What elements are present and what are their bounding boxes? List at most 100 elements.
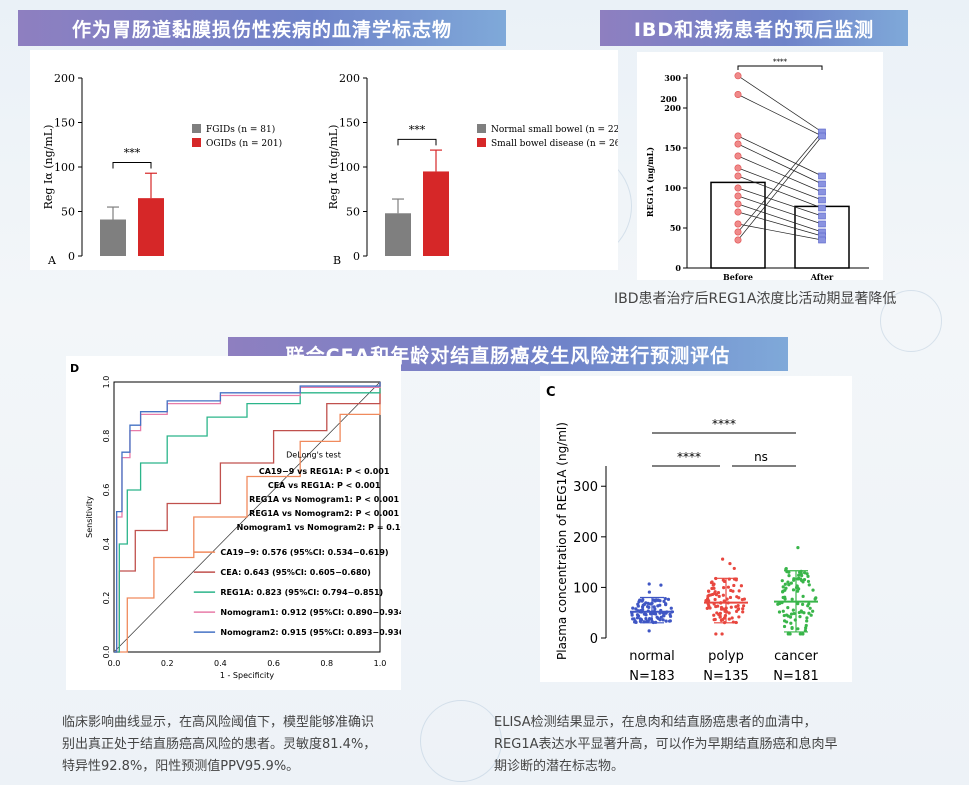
- caption-ibd: IBD患者治疗后REG1A浓度比活动期显著降低: [614, 291, 897, 307]
- before-point: [734, 164, 742, 172]
- y-tick-label: 50: [61, 206, 75, 219]
- x-tick-label: 0.6: [267, 659, 280, 668]
- paired-line: [737, 175, 823, 209]
- delong-title: DeLong's test: [286, 451, 341, 460]
- y-tick-label: 0: [68, 250, 75, 263]
- x-tick-label: Before: [723, 272, 753, 280]
- data-point: [782, 613, 786, 618]
- count-label: N=181: [773, 669, 818, 682]
- panel-bar-charts-ab: 0 50 100 150 200 Reg Iα (ng/mL) A *** FGIDs (n =…: [30, 50, 624, 270]
- data-point: [636, 602, 640, 606]
- paired-line: [737, 167, 823, 201]
- data-point: [736, 603, 740, 608]
- y-tick-label: 100: [573, 581, 598, 596]
- caption-roc: 临床影响曲线显示，在高风险阈值下，模型能够准确识 别出真正处于结直肠癌高风险的患…: [62, 712, 462, 778]
- data-point: [785, 620, 789, 624]
- bar: [138, 198, 164, 256]
- data-point: [732, 566, 736, 571]
- data-point: [791, 608, 795, 612]
- before-point: [734, 152, 742, 160]
- legend-label: CA19−9: 0.576 (95%CI: 0.534−0.619): [220, 548, 388, 557]
- data-point: [662, 599, 666, 603]
- data-point: [647, 582, 651, 586]
- caption-elisa: ELISA检测结果显示，在息肉和结直肠癌患者的血清中， REG1A表达水平显著升…: [494, 712, 924, 778]
- x-tick-label: 0.0: [108, 659, 121, 668]
- data-point: [801, 632, 805, 636]
- y-tick-label: 150: [339, 117, 360, 130]
- data-point: [644, 616, 648, 621]
- bar: [100, 219, 126, 256]
- legend-label: Nomogram2: 0.915 (95%CI: 0.893−0.936): [220, 628, 401, 637]
- data-point: [717, 594, 721, 598]
- data-point: [804, 626, 808, 630]
- paired-line: [737, 135, 823, 241]
- data-point: [741, 610, 745, 614]
- data-point: [707, 599, 711, 603]
- legend-swatch: [192, 124, 201, 133]
- data-point: [712, 591, 717, 596]
- banner-top-left: 作为胃肠道黏膜损伤性疾病的血清学标志物: [18, 10, 506, 46]
- y-tick-label: 200: [664, 103, 681, 113]
- data-point: [784, 586, 788, 590]
- significance-label: ns: [754, 450, 768, 464]
- data-point: [667, 619, 672, 623]
- background-bubble: [420, 700, 502, 782]
- data-point: [741, 607, 745, 611]
- bar: [710, 181, 766, 269]
- y-tick-label: 0.0: [102, 646, 111, 659]
- data-point: [708, 606, 712, 610]
- data-point: [781, 585, 785, 589]
- data-point: [661, 618, 665, 622]
- legend-label: Nomogram1: 0.912 (95%CI: 0.890−0.934): [220, 608, 401, 617]
- data-point: [711, 583, 715, 587]
- data-point: [788, 615, 793, 619]
- bar: [423, 171, 449, 256]
- caption-elisa-line-3: 期诊断的潜在标志物。: [494, 759, 625, 774]
- significance-label: ***: [409, 123, 426, 136]
- data-point: [811, 609, 815, 613]
- data-point: [710, 586, 714, 591]
- data-point: [658, 603, 662, 607]
- data-point: [806, 604, 810, 608]
- data-point: [789, 621, 793, 625]
- x-tick-label: After: [810, 272, 834, 280]
- before-point: [734, 132, 742, 140]
- caption-roc-line-1: 临床影响曲线显示，在高风险阈值下，模型能够准确识: [62, 715, 375, 730]
- data-point: [640, 599, 644, 603]
- significance-label: ***: [124, 147, 141, 160]
- data-point: [658, 599, 662, 603]
- data-point: [731, 589, 735, 593]
- data-point: [704, 598, 708, 603]
- data-point: [635, 616, 640, 620]
- data-point: [654, 598, 658, 602]
- data-point: [737, 596, 741, 600]
- paired-line: [737, 155, 823, 193]
- significance-label: ****: [677, 450, 701, 464]
- data-point: [662, 613, 666, 618]
- data-point: [737, 615, 741, 619]
- y-tick-label: 0.2: [102, 592, 111, 605]
- data-point: [740, 598, 744, 602]
- data-point: [803, 628, 807, 633]
- data-point: [789, 612, 794, 616]
- data-point: [721, 593, 725, 597]
- data-point: [789, 581, 793, 585]
- data-point: [805, 616, 809, 620]
- legend-swatch: [477, 124, 486, 133]
- data-point: [781, 590, 785, 594]
- after-point: [818, 236, 826, 244]
- data-point: [811, 588, 815, 592]
- y-tick-label: 200: [54, 72, 75, 85]
- y-axis-label: Reg Iα (ng/mL): [327, 125, 340, 210]
- data-point: [721, 557, 725, 561]
- y-tick-label: 0.8: [102, 430, 111, 443]
- data-point: [638, 619, 642, 623]
- data-point: [647, 629, 651, 633]
- delong-line: CEA vs REG1A: P < 0.001: [268, 481, 381, 490]
- paired-line: [737, 143, 823, 185]
- before-point: [734, 184, 742, 192]
- count-label: N=183: [629, 669, 674, 682]
- panel-label: D: [70, 362, 79, 375]
- after-point: [818, 212, 826, 220]
- data-point: [729, 605, 733, 609]
